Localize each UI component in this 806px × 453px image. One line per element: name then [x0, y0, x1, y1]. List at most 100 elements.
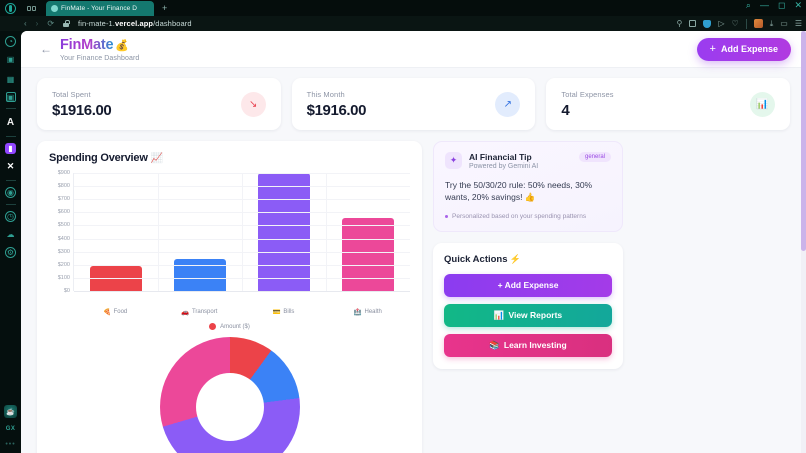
quick-actions-title-text: Quick Actions: [444, 253, 508, 265]
y-axis-tick: $900: [57, 170, 70, 176]
chart-title: Spending Overview 📈: [49, 152, 410, 164]
bar-slot: [326, 173, 410, 291]
cloud-icon[interactable]: ☁: [6, 230, 15, 239]
bar-health[interactable]: [341, 217, 395, 291]
x-axis-label-bills: 💳 Bills: [242, 308, 326, 316]
claude-icon[interactable]: A: [6, 117, 15, 128]
send-icon[interactable]: ▷: [718, 18, 725, 28]
search-icon[interactable]: ⌕: [745, 0, 751, 10]
quick-action-learn-investing[interactable]: 📚 Learn Investing: [444, 333, 612, 357]
page-scrollbar[interactable]: [801, 31, 806, 453]
url-text[interactable]: fin-mate-1.vercel.app/dashboard: [78, 19, 192, 28]
browser-tab[interactable]: FinMate - Your Finance D: [46, 0, 154, 16]
image-icon[interactable]: ▣: [5, 92, 16, 102]
quick-actions-title: Quick Actions ⚡: [444, 254, 612, 265]
scrollbar-thumb[interactable]: [801, 31, 806, 251]
clock-icon[interactable]: ◷: [5, 211, 16, 222]
minimize-button[interactable]: —: [759, 0, 769, 10]
shield-extension-icon[interactable]: [703, 19, 712, 28]
menu-icon[interactable]: ☰: [794, 18, 802, 28]
stat-text: Total Spent $1916.00: [52, 90, 112, 119]
quick-action-view-reports[interactable]: 📊 View Reports: [444, 303, 612, 327]
x-axis-label-health: 🏥 Health: [326, 308, 410, 316]
tab-title: FinMate - Your Finance D: [61, 4, 138, 12]
extensions-row: ⚲ ▷ ♡ ⤓ ▭ ☰: [677, 16, 802, 31]
donut-chart-wrap: Food: 190Transport: 245Bills: 900Health:…: [49, 337, 410, 453]
grid-icon[interactable]: ▦: [6, 75, 15, 84]
battery-icon[interactable]: ▭: [780, 18, 788, 28]
stat-cards: Total Spent $1916.00 ↘ This Month $1916.…: [37, 78, 791, 130]
divider: [5, 204, 16, 205]
bar-bills[interactable]: [257, 173, 311, 291]
heart-icon[interactable]: ♡: [731, 18, 739, 28]
new-tab-button[interactable]: +: [162, 2, 168, 13]
sparkle-icon: ✦: [445, 152, 462, 169]
split-view-icon[interactable]: [689, 20, 697, 27]
reload-icon[interactable]: ⟳: [47, 18, 55, 28]
stat-label: Total Expenses: [561, 89, 614, 99]
books-icon: 📚: [489, 339, 500, 350]
tip-subtitle: Powered by Gemini AI: [469, 163, 539, 170]
page-title: FinMate 💰: [60, 36, 139, 54]
tip-title: AI Financial Tip: [469, 152, 532, 162]
lightning-icon: ⚡: [509, 253, 521, 264]
quick-action-label: View Reports: [508, 310, 563, 321]
tip-header: ✦ AI Financial Tip Powered by Gemini AI …: [445, 152, 611, 170]
stat-card-this-month: This Month $1916.00 ↗: [291, 78, 536, 130]
lock-icon: [63, 20, 70, 27]
bar-chart-icon: 📊: [493, 309, 505, 320]
page-header: ← FinMate 💰 Your Finance Dashboard + Add …: [21, 31, 806, 68]
robot-icon[interactable]: ▣: [6, 55, 15, 64]
quick-actions-card: Quick Actions ⚡ + Add Expense 📊 View Repo…: [433, 242, 623, 369]
reader-glasses-icon[interactable]: [25, 4, 38, 13]
stat-value: 4: [561, 101, 570, 119]
profile-avatar-icon[interactable]: [753, 19, 763, 28]
y-axis-tick: $600: [57, 209, 70, 216]
brand: FinMate 💰 Your Finance Dashboard: [60, 36, 139, 62]
tip-body: Try the 50/30/20 rule: 50% needs, 30% wa…: [445, 180, 593, 203]
bar-slot: [158, 173, 242, 291]
url-bar: ‹ › ⟳ fin-mate-1.vercel.app/dashboard: [0, 16, 806, 31]
close-button[interactable]: ✕: [794, 0, 802, 10]
category-label: Transport: [191, 309, 218, 315]
os-sidebar: ◔ ▣ ▦ ▣ A ▮ ✕ ◉ ◷ ☁ ⚙ ☕ GX •••: [0, 31, 21, 453]
pin-icon[interactable]: ⚲: [676, 18, 683, 28]
right-column: ✦ AI Financial Tip Powered by Gemini AI …: [433, 141, 623, 369]
stat-label: This Month: [306, 89, 345, 99]
y-axis-tick: $100: [57, 274, 70, 281]
gridline-vertical: [242, 173, 243, 291]
download-icon[interactable]: ⤓: [769, 18, 774, 28]
bar-transport[interactable]: [173, 258, 227, 291]
bar-slot: [74, 173, 158, 291]
activity-icon[interactable]: ◔: [5, 36, 16, 47]
globe-icon: [51, 4, 58, 12]
trending-up-icon: ↗: [495, 91, 521, 117]
y-axis-tick: $200: [57, 261, 70, 268]
bullet-icon: [445, 214, 448, 218]
divider: [5, 108, 16, 109]
donut-chart: Food: 190Transport: 245Bills: 900Health:…: [159, 337, 300, 453]
back-icon[interactable]: ‹: [24, 18, 27, 28]
add-expense-button[interactable]: + Add Expense: [696, 37, 791, 61]
quick-action-add-expense[interactable]: + Add Expense: [444, 273, 612, 297]
plot-area: [73, 173, 410, 292]
browser-chrome: FinMate - Your Finance D + ⌕ — ◻ ✕ ‹ › ⟳…: [0, 0, 806, 31]
x-icon[interactable]: ✕: [6, 161, 15, 171]
money-bag-icon: 💰: [115, 40, 130, 52]
tab-strip: FinMate - Your Finance D +: [0, 0, 806, 16]
more-options-icon[interactable]: •••: [5, 441, 16, 448]
twitch-icon[interactable]: ▮: [5, 143, 16, 154]
category-icon: 🚗: [181, 309, 190, 316]
status-badge: general: [578, 152, 611, 162]
stat-value: $1916.00: [52, 101, 112, 119]
back-button[interactable]: ←: [40, 42, 52, 56]
divider: [5, 180, 16, 181]
category-icon: 💳: [272, 309, 281, 316]
add-expense-label: Add Expense: [720, 44, 778, 54]
maximize-button[interactable]: ◻: [777, 0, 786, 10]
gear-icon[interactable]: ⚙: [5, 247, 16, 258]
forward-icon[interactable]: ›: [35, 18, 39, 28]
avatar[interactable]: ☕: [4, 405, 17, 418]
record-icon[interactable]: ◉: [5, 187, 16, 198]
